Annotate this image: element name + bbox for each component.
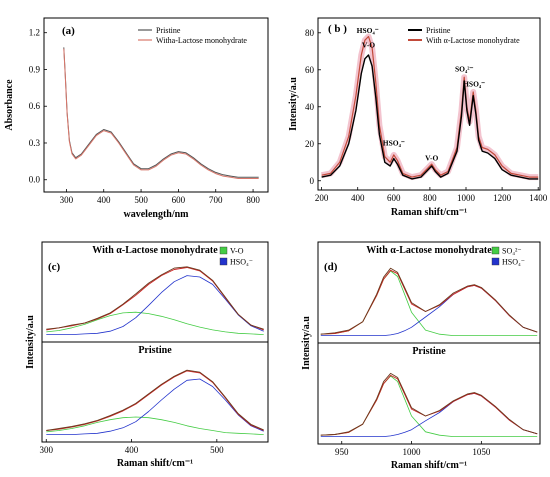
- legend-swatch-d-0: [491, 246, 500, 255]
- subpanel-title-c-1: Pristine: [138, 345, 172, 356]
- subpanel-title-d-0: With α-Lactose monohydrate: [366, 245, 492, 256]
- y-tick-label-a: 0.0: [29, 175, 41, 185]
- y-tick-label-a: 0.9: [29, 64, 41, 74]
- x-tick-label-c: 500: [210, 445, 224, 455]
- fit-total-d-0: [320, 269, 538, 335]
- x-tick-label-a: 600: [172, 195, 186, 205]
- y-axis-label-a: Absorbance: [4, 79, 15, 131]
- x-tick-label-a: 400: [97, 195, 111, 205]
- x-tick-label-d: 950: [335, 447, 349, 457]
- x-tick-label-a: 500: [134, 195, 148, 205]
- peak-annotation-b: V-O: [425, 153, 438, 162]
- x-axis-label-b: Raman shift/cm⁻¹: [391, 207, 467, 218]
- series-line-b-0: [321, 54, 539, 180]
- x-tick-label-b: 1200: [493, 193, 512, 203]
- x-tick-label-d: 1000: [403, 447, 422, 457]
- panel-label-d: (d): [324, 261, 338, 273]
- series-line-b-1: [321, 35, 539, 178]
- x-tick-label-b: 1000: [457, 193, 476, 203]
- legend-label-b-0: Pristine: [426, 26, 451, 35]
- plot-frame-a: [43, 17, 269, 193]
- subpanel-title-d-1: Pristine: [412, 346, 446, 357]
- component-green-d-1: [320, 375, 538, 438]
- peak-annotation-b: SO₄²⁻: [455, 65, 474, 74]
- panel-label-b: ( b ): [328, 23, 347, 35]
- peak-annotation-b: HSO₄⁻: [357, 26, 379, 35]
- peak-annotation-b: V-O: [362, 41, 375, 50]
- experimental-c-0: [46, 266, 264, 330]
- y-axis-label-d: Intensity/a.u: [301, 316, 312, 370]
- subpanel-title-c-0: With α-Lactose monohydrate: [92, 245, 218, 256]
- x-tick-label-b: 400: [351, 193, 365, 203]
- x-axis-label-a: wavelength/nm: [124, 209, 190, 220]
- legend-label-b-1: With α-Lactose monohydrate: [426, 36, 520, 45]
- legend-swatch-d-1: [491, 257, 500, 266]
- legend-label-a-0: Pristine: [156, 26, 181, 35]
- fit-total-c-1: [46, 370, 264, 431]
- x-tick-label-b: 600: [387, 193, 401, 203]
- x-tick-label-b: 200: [315, 193, 329, 203]
- series-line-a-1: [63, 48, 259, 179]
- experimental-d-1: [320, 372, 538, 436]
- y-tick-label-b: 80: [305, 28, 315, 38]
- y-axis-label-b: Intensity/a.u: [288, 77, 299, 131]
- x-axis-label-c: Raman shift/cm⁻¹: [117, 458, 193, 469]
- x-tick-label-a: 800: [246, 195, 260, 205]
- y-tick-label-b: 40: [305, 102, 315, 112]
- peak-annotation-b: HSO₄⁻: [383, 139, 405, 148]
- peak-annotation-b: HSO₄⁻: [463, 79, 485, 88]
- legend-label-c-0: V-O: [230, 247, 244, 256]
- y-tick-label-a: 0.6: [29, 101, 41, 111]
- legend-swatch-c-0: [219, 246, 228, 255]
- legend-label-a-1: Witha-Lactose monohydrate: [156, 36, 247, 45]
- component-blue-c-0: [46, 275, 264, 336]
- y-tick-label-a: 0.3: [29, 138, 41, 148]
- panel-label-a: (a): [62, 25, 75, 37]
- y-tick-label-b: 0: [310, 176, 315, 186]
- y-tick-label-b: 20: [305, 139, 315, 149]
- x-axis-label-d: Raman shift/cm⁻¹: [391, 460, 467, 471]
- legend-label-d-0: SO₄²⁻: [502, 247, 522, 256]
- x-tick-label-b: 800: [423, 193, 437, 203]
- panel-label-c: (c): [48, 261, 61, 273]
- legend-swatch-c-1: [219, 257, 228, 266]
- y-tick-label-a: 1.2: [29, 28, 40, 38]
- component-blue-c-1: [46, 378, 264, 436]
- series-line-a-0: [63, 47, 259, 178]
- legend-label-c-1: HSO₄⁻: [230, 258, 253, 267]
- legend-label-d-1: HSO₄⁻: [502, 258, 525, 267]
- x-tick-label-d: 1050: [472, 447, 491, 457]
- component-green-d-0: [320, 270, 538, 337]
- x-tick-label-b: 1400: [529, 193, 548, 203]
- experimental-c-1: [46, 369, 264, 431]
- y-tick-label-b: 60: [305, 65, 315, 75]
- experimental-d-0: [320, 267, 538, 335]
- component-green-c-1: [46, 416, 264, 435]
- x-tick-label-a: 700: [209, 195, 223, 205]
- fit-total-d-1: [320, 374, 538, 436]
- plot-frame-b: [317, 17, 541, 191]
- y-axis-label-c: Intensity/a.u: [25, 315, 36, 369]
- x-tick-label-c: 300: [40, 445, 54, 455]
- x-tick-label-a: 300: [60, 195, 74, 205]
- x-tick-label-c: 400: [125, 445, 139, 455]
- component-green-c-0: [46, 311, 264, 335]
